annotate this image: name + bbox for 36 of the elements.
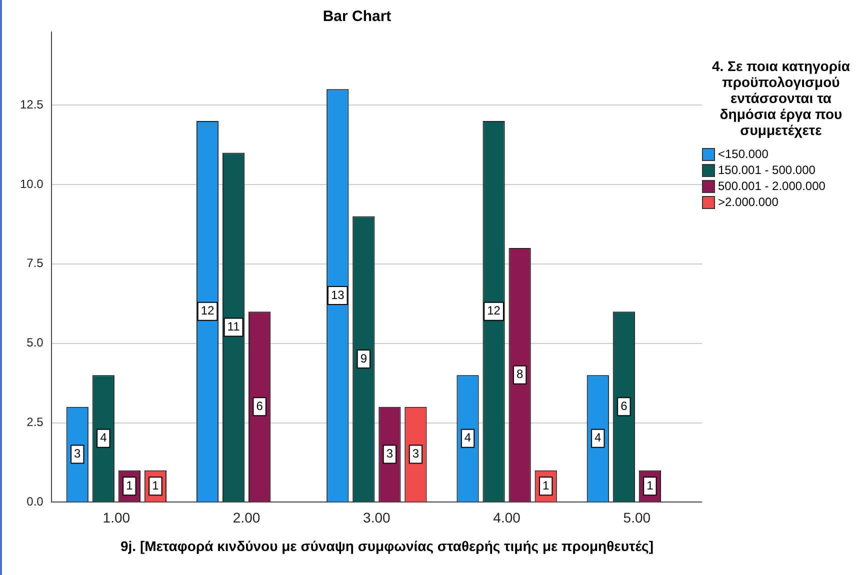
x-axis-title: 9j. [Μεταφορά κινδύνου με σύναψη συμφωνίας σταθερής τιμής με προμηθευτές] — [120, 538, 654, 554]
data-label: 1 — [542, 478, 550, 492]
legend-label: 150.001 - 500.000 — [718, 163, 816, 177]
legend-label: <150.000 — [718, 147, 768, 161]
y-tick-label: 5.0 — [26, 336, 44, 350]
data-label: 12 — [200, 304, 215, 318]
y-tick-label: 10.0 — [20, 176, 44, 191]
data-label: 12 — [487, 304, 501, 318]
y-tick-label: 7.5 — [26, 256, 44, 270]
y-tick-label: 12.5 — [20, 97, 44, 112]
x-tick-label: 2.00 — [232, 509, 260, 526]
legend-title: 4. Σε ποια κατηγορία προϋπολογισμού εντάσσονται τα δημόσια έργα που συμμετέχετε — [710, 58, 851, 138]
x-tick-label: 1.00 — [102, 509, 130, 526]
x-tick-label: 4.00 — [493, 509, 521, 526]
data-label: 4 — [594, 430, 602, 445]
data-label: 8 — [516, 367, 524, 382]
y-tick-label: 0.0 — [26, 494, 44, 509]
y-tick-label: 2.5 — [26, 415, 44, 430]
data-label: 4 — [100, 430, 108, 445]
x-tick-label: 3.00 — [363, 509, 391, 526]
data-label: 1 — [646, 478, 654, 492]
data-label: 1 — [152, 478, 160, 492]
data-label: 3 — [74, 446, 82, 461]
data-label: 11 — [227, 320, 240, 334]
legend-label: >2.000.000 — [718, 195, 778, 209]
data-label: 6 — [256, 398, 264, 413]
data-label: 4 — [464, 430, 472, 445]
data-label: 6 — [620, 398, 628, 413]
x-tick-label: 5.00 — [623, 509, 651, 526]
data-label: 1 — [126, 478, 134, 492]
legend-label: 500.001 - 2.000.000 — [718, 179, 826, 193]
data-label: 13 — [330, 288, 345, 302]
data-label: 3 — [412, 446, 420, 461]
data-label: 3 — [386, 446, 394, 461]
data-label: 9 — [360, 351, 368, 366]
chart-title: Bar Chart — [322, 8, 392, 26]
